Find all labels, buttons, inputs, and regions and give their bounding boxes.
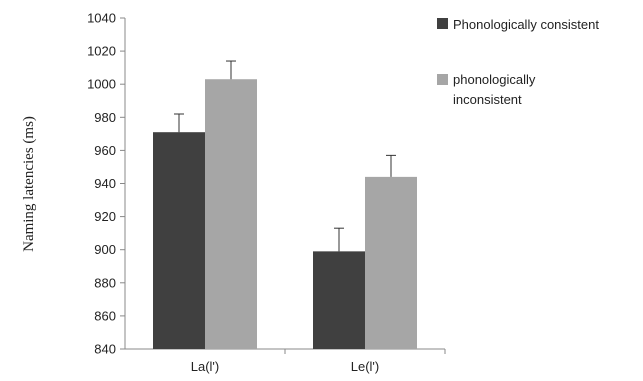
bars	[153, 79, 417, 350]
bar-series2-cat1	[205, 79, 257, 350]
x-axis-categories: La(l') Le(l')	[191, 349, 446, 374]
legend-label-consistent: Phonologically consistent	[453, 17, 599, 32]
y-tick-label-940: 940	[94, 176, 116, 191]
legend-label-inconsistent-line2: inconsistent	[453, 92, 522, 107]
y-tick-label-880: 880	[94, 275, 116, 290]
legend-swatch-inconsistent	[437, 74, 448, 85]
y-tick-label-920: 920	[94, 209, 116, 224]
y-axis-ticks: 840 860 880 900 920 940 960 980 1000 1020 1040	[87, 11, 125, 357]
y-tick-label-960: 960	[94, 143, 116, 158]
y-tick-label-980: 980	[94, 110, 116, 125]
legend-swatch-consistent	[437, 18, 448, 29]
bar-series1-cat1	[153, 132, 205, 349]
y-tick-label-860: 860	[94, 308, 116, 323]
legend-label-inconsistent-line1: phonologically	[453, 72, 536, 87]
y-axis-label: Naming latencies (ms)	[21, 116, 37, 252]
legend: Phonologically consistent phonologically…	[437, 17, 599, 107]
y-tick-label-1020: 1020	[87, 44, 116, 59]
y-tick-label-1040: 1040	[87, 11, 116, 26]
error-bars	[174, 60, 396, 252]
y-tick-label-900: 900	[94, 242, 116, 257]
bar-series2-cat2	[365, 176, 417, 349]
bar-series1-cat2	[313, 251, 365, 349]
x-tick-label-1: La(l')	[191, 359, 220, 374]
y-tick-label-840: 840	[94, 342, 116, 357]
y-tick-label-1000: 1000	[87, 77, 116, 92]
x-tick-label-2: Le(l')	[351, 359, 380, 374]
